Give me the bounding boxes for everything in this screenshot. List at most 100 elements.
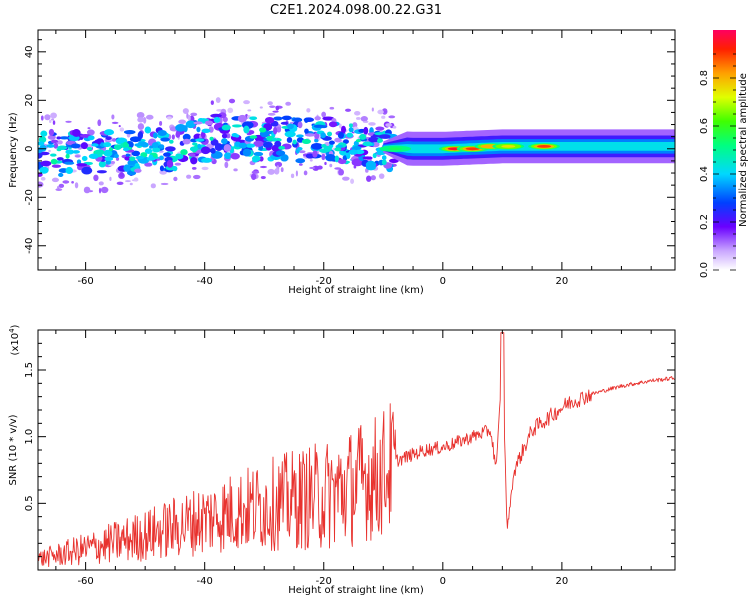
snr-y-tick-labels: 0.5 1.0 1.5 [24,362,35,511]
heatmap-blob [337,131,345,139]
heatmap-core [175,153,181,158]
heatmap-speckle [280,167,284,173]
heatmap-blob [312,150,318,158]
heatmap-speckle [353,165,357,169]
heatmap-blob [56,157,64,161]
heatmap-speckle [158,150,164,153]
heatmap-blob [159,165,164,172]
heatmap-speckle [388,115,396,119]
heatmap-peak [537,144,552,148]
heatmap-blob [325,154,336,162]
heatmap-blob [381,155,387,161]
heatmap-core [296,147,303,151]
colorbar-tick-label: 0.0 [699,262,710,278]
spectrogram-y-axis-label: Frequency (Hz) [8,112,19,188]
heatmap-speckle [186,112,189,119]
heatmap-speckle [329,106,335,110]
heatmap-speckle [137,117,145,123]
heatmap-core [346,132,354,138]
heatmap-core [278,145,286,150]
heatmap-core [327,131,333,137]
heatmap-blob [50,139,59,144]
heatmap-blob [237,114,247,123]
heatmap-blob [323,145,332,152]
heatmap-core [351,145,362,151]
heatmap-speckle [224,161,229,169]
heatmap-core [113,144,122,150]
heatmap-speckle [98,181,104,186]
colorbar-gradient [713,30,736,270]
heatmap-blob [224,152,232,160]
heatmap-blob [134,168,142,173]
heatmap-speckle [98,187,102,194]
heatmap-blob [70,143,81,149]
heatmap-blob [72,129,81,137]
heatmap-speckle [210,100,214,105]
heatmap-blob [346,152,351,159]
heatmap-blob [252,158,259,163]
heatmap-core [362,141,373,147]
heatmap-blob [59,136,70,140]
heatmap-speckle [93,174,99,182]
heatmap-speckle [44,114,51,121]
heatmap-core [94,149,105,156]
heatmap-core [231,132,238,138]
heatmap-blob [221,133,228,139]
heatmap-core [377,138,384,143]
heatmap-blob [375,126,385,131]
heatmap-core [86,146,93,151]
heatmap-peak [465,147,480,151]
spectrogram-panel: -60 -40 -20 0 20 -40 -20 0 20 40 Height of strai… [8,29,676,296]
heatmap-blob [48,128,55,136]
heatmap-speckle [260,175,266,180]
heatmap-core [50,158,58,165]
heatmap-speckle [178,119,187,124]
spectrogram-x-tick-labels: -60 -40 -20 0 20 [77,276,568,287]
y-tick-label: 0.5 [24,495,35,511]
heatmap-speckle [166,116,172,120]
heatmap-blob [182,138,191,145]
heatmap-blob [372,152,377,159]
heatmap-speckle [362,120,369,123]
heatmap-speckle [385,123,392,127]
heatmap-blob [193,121,203,125]
heatmap-blob [263,141,273,148]
heatmap-core [158,144,165,149]
heatmap-speckle [392,125,397,129]
heatmap-speckle [215,97,221,103]
heatmap-core [334,147,342,152]
heatmap-speckle [171,134,175,140]
heatmap-speckle [321,153,326,161]
heatmap-core [376,151,386,156]
y-tick-label: 1.0 [24,429,35,445]
heatmap-speckle [306,108,311,113]
heatmap-speckle [111,121,119,124]
heatmap-speckle [51,177,60,183]
x-tick-label: 0 [440,576,446,587]
heatmap-speckle [321,111,327,118]
heatmap-core [209,136,214,141]
heatmap-speckle [56,140,63,145]
heatmap-blob [223,144,232,152]
heatmap-blob [163,152,171,157]
heatmap-peak [501,144,516,148]
heatmap-core [245,143,256,148]
heatmap-speckle [345,108,352,112]
y-tick-label: 1.5 [24,362,35,378]
heatmap-blob [157,129,167,137]
heatmap-core [292,139,297,145]
heatmap-speckle [267,168,275,175]
heatmap-blob [81,166,93,175]
heatmap-core [108,147,114,152]
heatmap-blob [310,142,323,150]
heatmap-blob [196,126,201,133]
snr-x-tick-labels: -60 -40 -20 0 20 [77,576,568,587]
heatmap-speckle [51,118,55,121]
heatmap-speckle [83,186,91,194]
x-tick-label: -40 [197,576,213,587]
heatmap-speckle [133,177,139,182]
heatmap-blob [231,124,242,128]
y-tick-label: -40 [24,238,35,254]
colorbar-tick-label: 0.2 [699,214,710,230]
heatmap-blob [98,160,106,168]
